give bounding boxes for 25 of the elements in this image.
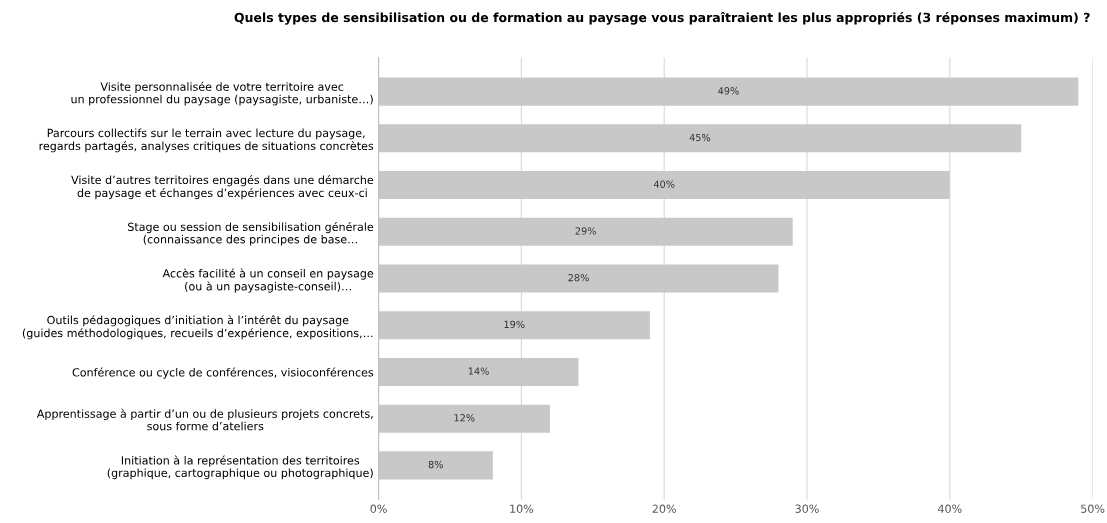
x-tick-label: 30% [795,504,819,513]
x-tick-label: 50% [1081,504,1105,513]
y-tick-label: Stage ou session de sensibilisation générale (connaissance des principes de base… [128,221,374,246]
data-label: 28% [568,273,589,282]
data-label: 29% [575,227,596,235]
x-tick-label: 0% [370,504,387,513]
y-tick-label: Accès facilité à un conseil en paysage (ou à un paysagiste-conseil)… [162,268,374,293]
y-tick-label: Initiation à la représentation des territoires (graphique, cartographique ou photographique) [107,455,373,480]
x-tick-label: 20% [652,504,676,513]
y-tick-label: Conférence ou cycle de conférences, visioconférences [72,367,374,379]
y-tick-label: Visite personnalisée de votre territoire avec un professionnel du paysage (paysagiste, urbaniste…) [71,81,373,106]
data-label: 12% [454,414,475,422]
data-label: 14% [468,367,489,375]
y-tick-label: Apprentissage à partir d’un ou de plusieurs projets concrets, sous forme d’ateliers [36,408,373,431]
data-label: 19% [504,320,525,329]
y-tick-label: Outils pédagogiques d’initiation à l’intérêt du paysage (guides méthodologiques, recueils d’expérience, expositions,… [22,315,373,340]
data-label: 45% [689,133,711,142]
data-label: 49% [718,87,739,95]
x-tick-label: 40% [938,504,962,513]
data-label: 40% [653,180,675,188]
data-label: 8% [428,460,443,469]
y-tick-label: Visite d’autres territoires engagés dans une démarche de paysage et échanges d’expériences avec ceux-ci [71,175,374,200]
x-tick-label: 10% [510,504,534,513]
y-tick-label: Parcours collectifs sur le terrain avec lecture du paysage, regards partagés, analyses critiques de situations concrètes [39,128,374,153]
chart-title: Quels types de sensibilisation ou de formation au paysage vous paraîtraient les plus appropriés (3 réponses maximum) ? [234,11,1090,25]
